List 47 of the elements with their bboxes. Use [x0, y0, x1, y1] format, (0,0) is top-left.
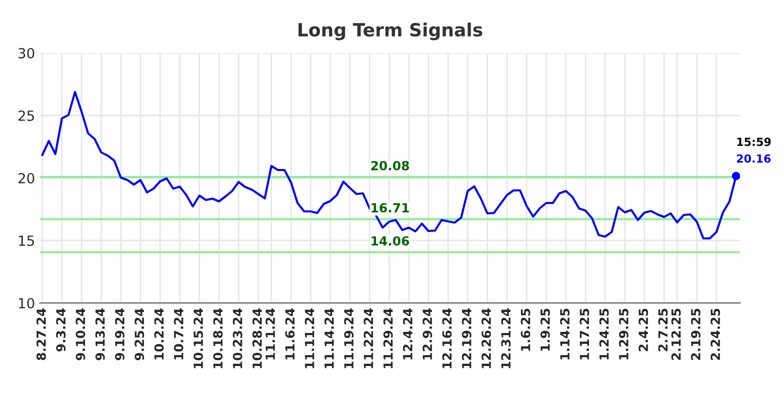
x-tick-label: 12.26.24: [482, 308, 491, 368]
x-tick-label: 12.4.24: [402, 308, 412, 360]
ref-line-label: 14.06: [372, 236, 410, 246]
annotation: 15:59: [737, 138, 771, 146]
x-tick-label: 10.2.24: [154, 308, 164, 360]
x-tick-label: 11.11.24: [304, 308, 314, 368]
annotation: 20.16: [736, 154, 771, 163]
x-tick-label: 1.14.25: [560, 308, 570, 360]
y-tick-label: 30: [18, 48, 34, 58]
x-tick-label: 10.7.24: [174, 308, 184, 360]
x-tick-label: 2.19.25: [690, 308, 700, 360]
x-tick-label: 11.6.24: [285, 308, 295, 360]
x-tick-label: 12.9.24: [422, 308, 432, 360]
x-tick-label: 9.25.24: [134, 308, 144, 360]
x-tick-label: 9.3.24: [56, 308, 66, 352]
x-tick-label: 1.9.25: [540, 308, 550, 351]
chart-title: Long Term Signals: [298, 22, 482, 40]
x-tick-label: 1.29.25: [618, 308, 628, 360]
x-tick-label: 12.16.24: [442, 308, 452, 368]
x-tick-label: 11.22.24: [364, 308, 373, 368]
x-tick-label: 10.28.24: [252, 308, 262, 368]
x-tick-label: 1.6.25: [520, 308, 530, 351]
x-tick-label: 12.19.24: [462, 308, 472, 368]
x-tick-label: 9.19.24: [115, 308, 124, 360]
x-tick-label: 11.1.24: [266, 308, 275, 360]
x-tick-label: 11.19.24: [344, 308, 354, 368]
x-tick-label: 9.13.24: [95, 308, 105, 360]
x-tick-label: 2.4.25: [638, 308, 648, 352]
y-tick-label: 15: [18, 236, 34, 246]
x-tick-label: 2.24.25: [710, 308, 720, 360]
x-tick-label: 10.15.24: [194, 308, 203, 368]
x-tick-label: 2.7.25: [658, 308, 668, 352]
y-tick-label: 25: [18, 110, 34, 121]
x-tick-label: 11.14.24: [324, 308, 334, 368]
ref-line-label: 20.08: [371, 160, 409, 170]
y-tick-label: 20: [18, 172, 34, 184]
x-tick-label: 10.23.24: [232, 308, 242, 368]
x-tick-label: 8.27.24: [36, 308, 46, 360]
x-tick-label: 10.18.24: [213, 308, 223, 368]
x-tick-label: 2.12.25: [671, 308, 681, 360]
x-tick-label: 1.24.25: [599, 308, 609, 360]
x-tick-label: 12.31.24: [501, 308, 511, 368]
ref-line-label: 16.71: [372, 203, 409, 213]
x-tick-label: 9.10.24: [76, 308, 86, 360]
x-tick-label: 11.29.24: [383, 308, 393, 368]
x-tick-label: 1.17.25: [580, 308, 590, 360]
y-tick-label: 10: [18, 298, 34, 308]
